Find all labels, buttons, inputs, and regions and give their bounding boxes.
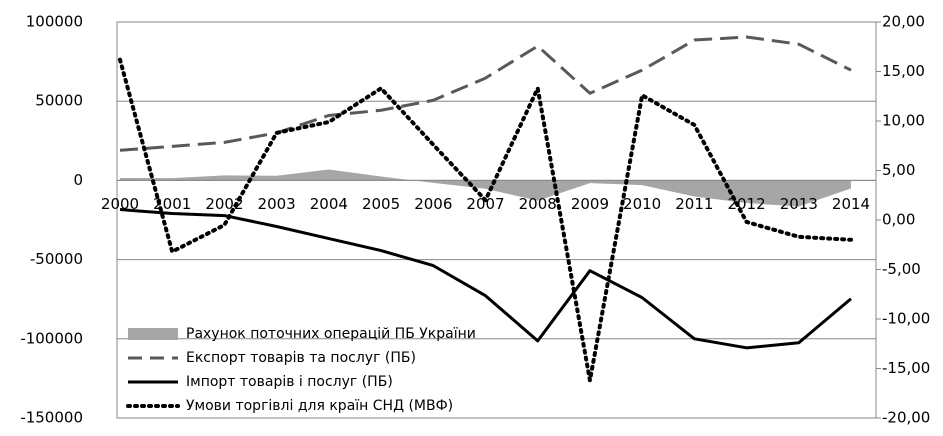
x-tick-label: 2011 — [675, 195, 713, 213]
y2-tick-label: -5,00 — [882, 260, 921, 278]
x-tick-label: 2006 — [414, 195, 452, 213]
y2-tick-label: -10,00 — [882, 310, 930, 328]
x-tick-label: 2004 — [310, 195, 348, 213]
x-tick-label: 2013 — [780, 195, 818, 213]
y-tick-label: -50000 — [30, 250, 83, 268]
x-tick-label: 2000 — [101, 195, 139, 213]
x-tick-label: 2012 — [727, 195, 765, 213]
legend-label: Рахунок поточних операцій ПБ України — [186, 326, 476, 342]
legend: Рахунок поточних операцій ПБ України Експ… — [126, 326, 476, 414]
y2-tick-label: 20,00 — [882, 13, 925, 31]
y-tick-label: 50000 — [35, 92, 83, 110]
x-tick-label: 2007 — [466, 195, 504, 213]
y-tick-label: -100000 — [20, 329, 83, 347]
y2-tick-label: -20,00 — [882, 409, 930, 427]
x-tick-label: 2003 — [258, 195, 296, 213]
y2-tick-label: 15,00 — [882, 62, 925, 80]
x-tick-label: 2010 — [623, 195, 661, 213]
area — [120, 169, 851, 207]
y2-tick-label: 5,00 — [882, 161, 915, 179]
y2-tick-label: 0,00 — [882, 211, 915, 229]
legend-label: Умови торгівлі для країн СНД (МВФ) — [186, 398, 453, 414]
x-tick-label: 2001 — [153, 195, 191, 213]
y2-tick-label: 10,00 — [882, 112, 925, 130]
x-tick-label: 2005 — [362, 195, 400, 213]
line — [119, 35, 852, 152]
x-tick-label: 2008 — [519, 195, 557, 213]
y-tick-label: -150000 — [20, 409, 83, 427]
x-tick-label: 2014 — [832, 195, 870, 213]
x-tick-label: 2009 — [571, 195, 609, 213]
legend-label: Імпорт товарів і послуг (ПБ) — [186, 374, 393, 390]
y-tick-label: 100000 — [26, 13, 83, 31]
legend-label: Експорт товарів та послуг (ПБ) — [186, 350, 416, 366]
y-tick-label: 0 — [73, 171, 83, 189]
line — [119, 208, 852, 350]
y2-tick-label: -15,00 — [882, 359, 930, 377]
legend-swatch — [128, 328, 178, 340]
line — [118, 57, 853, 383]
